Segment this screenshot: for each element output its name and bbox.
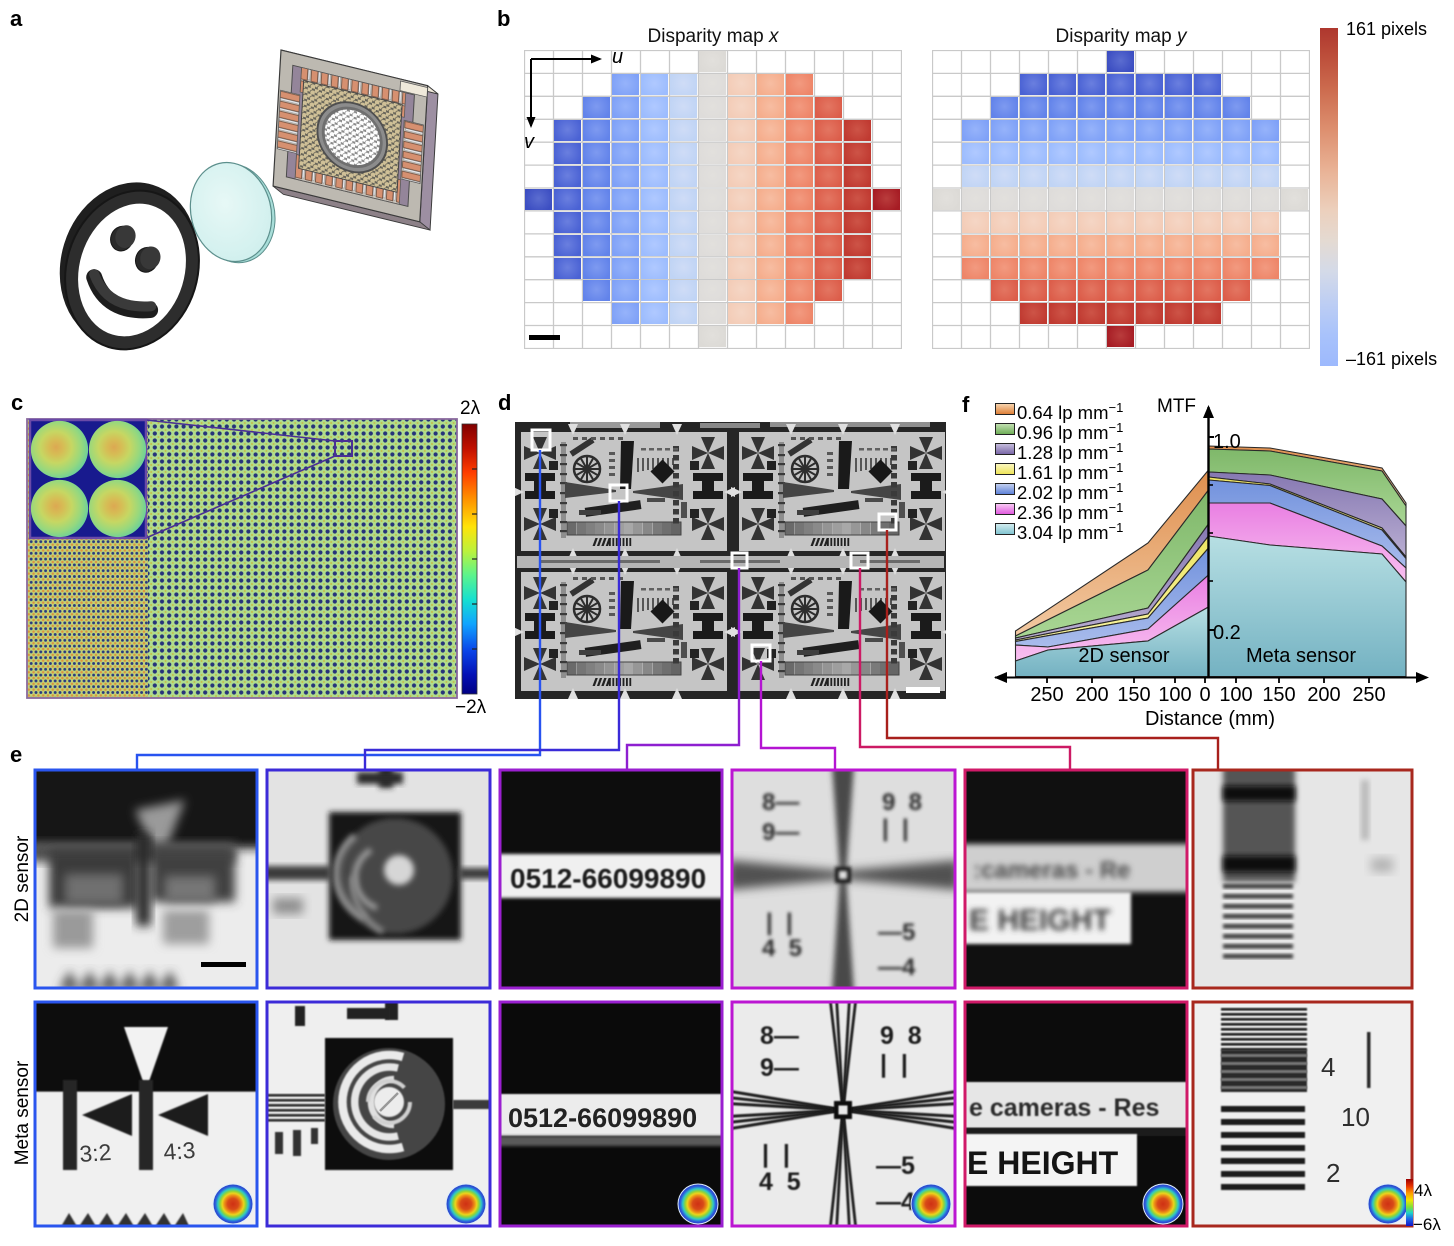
svg-text:0.2: 0.2: [1213, 622, 1241, 644]
svg-text:9 8: 9 8: [880, 1022, 922, 1050]
svg-text:| |: | |: [882, 815, 909, 842]
svg-text:—4: —4: [878, 954, 916, 981]
svg-text:200: 200: [1075, 684, 1108, 706]
svg-text:2D sensor: 2D sensor: [1078, 645, 1169, 667]
svg-text:100: 100: [1219, 684, 1252, 706]
svg-text:9 8: 9 8: [882, 789, 922, 816]
svg-text:MTF: MTF: [1157, 396, 1196, 417]
svg-text:250: 250: [1352, 684, 1385, 706]
svg-text:—5: —5: [876, 1152, 915, 1180]
svg-text:150: 150: [1117, 684, 1150, 706]
svg-text:2λ: 2λ: [460, 398, 481, 419]
svg-text:—5: —5: [878, 919, 915, 946]
svg-text:10: 10: [1341, 1102, 1370, 1132]
svg-text:4 5: 4 5: [759, 1168, 801, 1196]
svg-text:1.0: 1.0: [1213, 431, 1241, 453]
svg-text:| |: | |: [762, 1140, 790, 1168]
svg-text:Meta sensor: Meta sensor: [1246, 645, 1356, 667]
svg-text:−2λ: −2λ: [455, 697, 487, 718]
svg-text:2: 2: [1326, 1158, 1340, 1188]
svg-text:3:2: 3:2: [79, 1139, 113, 1167]
svg-text:E HEIGHT: E HEIGHT: [969, 904, 1111, 937]
svg-text:8—: 8—: [760, 1022, 799, 1050]
svg-text:250: 250: [1030, 684, 1063, 706]
svg-text:0512-66099890: 0512-66099890: [508, 1103, 697, 1133]
svg-text:4:3: 4:3: [163, 1137, 197, 1165]
svg-text:E HEIGHT: E HEIGHT: [967, 1145, 1119, 1181]
svg-text::cameras - Re: :cameras - Re: [973, 857, 1130, 884]
svg-text:e cameras - Res: e cameras - Res: [969, 1094, 1159, 1122]
svg-text:Distance (mm): Distance (mm): [1145, 708, 1275, 730]
svg-text:4 5: 4 5: [762, 935, 802, 962]
svg-text:| |: | |: [880, 1050, 908, 1078]
svg-text:8—: 8—: [762, 789, 799, 816]
svg-text:4: 4: [1321, 1052, 1335, 1082]
svg-text:9—: 9—: [762, 819, 799, 846]
svg-text:150: 150: [1262, 684, 1295, 706]
svg-text:0512-66099890: 0512-66099890: [510, 863, 706, 894]
svg-text:−6λ: −6λ: [1413, 1215, 1441, 1234]
svg-text:—4: —4: [876, 1188, 915, 1216]
svg-text:200: 200: [1307, 684, 1340, 706]
svg-text:| |: | |: [766, 909, 793, 936]
svg-text:4λ: 4λ: [1414, 1181, 1432, 1200]
svg-text:100: 100: [1158, 684, 1191, 706]
svg-text:9—: 9—: [760, 1054, 799, 1082]
svg-text:0: 0: [1199, 684, 1210, 706]
